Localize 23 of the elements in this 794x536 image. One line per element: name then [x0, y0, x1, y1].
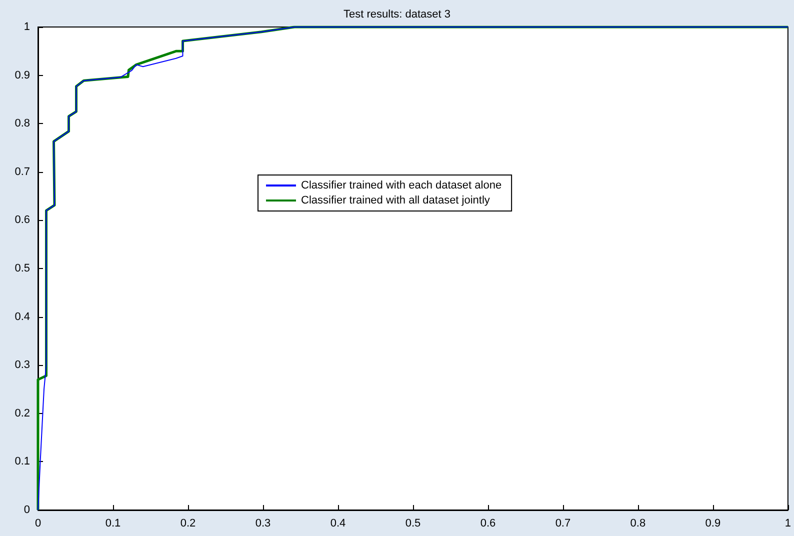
- x-tick-label: 0.6: [480, 518, 496, 530]
- x-tick-label: 0: [34, 518, 42, 530]
- x-tick-label: 0.1: [105, 518, 121, 530]
- y-tick-label: 0.6: [14, 214, 30, 226]
- y-tick-label: 0.2: [14, 407, 30, 420]
- y-tick-label: 0.1: [14, 456, 30, 468]
- chart-title: Test results: dataset 3: [344, 8, 450, 20]
- y-tick-label: 0: [24, 504, 30, 516]
- x-tick-label: 0.3: [255, 518, 271, 530]
- y-tick-label: 0.5: [14, 262, 30, 274]
- y-tick-label: 0.3: [14, 359, 30, 372]
- y-tick-label: 0.4: [14, 310, 30, 323]
- x-tick-label: 1: [784, 518, 792, 530]
- x-tick-label: 0.8: [630, 518, 646, 530]
- x-tick-label: 0.9: [705, 518, 721, 530]
- y-tick-label: 0.7: [14, 166, 30, 178]
- x-tick-label: 0.7: [555, 518, 571, 530]
- y-tick-label: 1: [24, 21, 30, 33]
- x-tick-label: 0.5: [405, 518, 421, 530]
- x-tick-label: 0.4: [330, 518, 346, 530]
- y-tick-label: 0.9: [14, 69, 30, 82]
- x-tick-label: 0.2: [180, 518, 196, 530]
- y-tick-label: 0.8: [14, 118, 30, 130]
